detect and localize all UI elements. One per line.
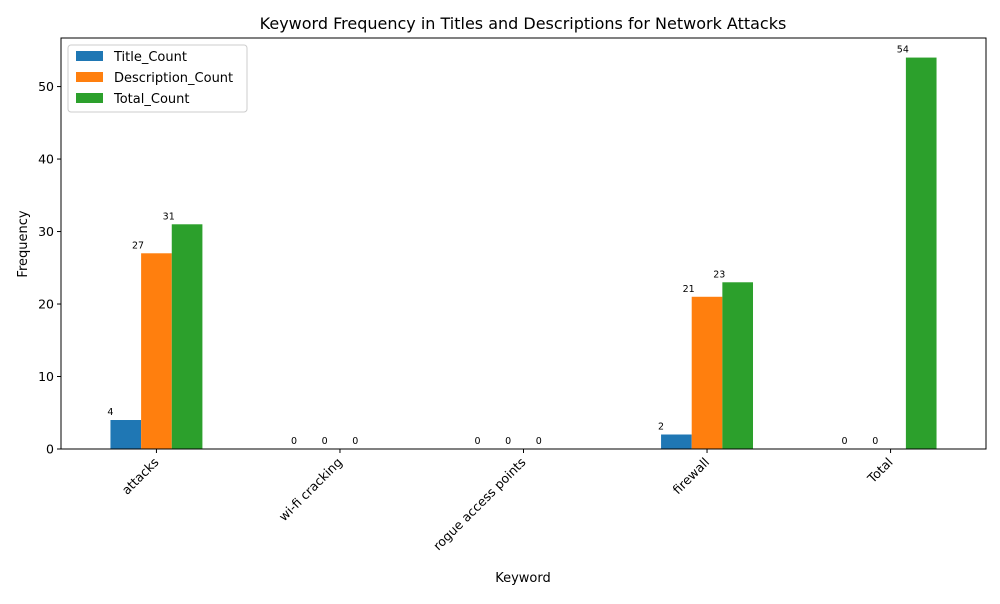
data-label: 0	[291, 436, 297, 447]
y-tick-label: 30	[38, 224, 54, 239]
y-tick-label: 40	[38, 152, 54, 167]
legend-swatch	[76, 72, 103, 82]
x-tick-label: wi-fi cracking	[276, 455, 345, 524]
legend-swatch	[76, 51, 103, 61]
x-tick-label: attacks	[119, 455, 162, 498]
data-label: 0	[322, 436, 328, 447]
chart-title: Keyword Frequency in Titles and Descript…	[260, 14, 787, 33]
data-label: 4	[107, 407, 113, 418]
plot-frame	[60, 37, 987, 450]
y-axis: 0 10 20 30 40 50	[38, 79, 61, 457]
data-label: 31	[163, 211, 175, 222]
x-axis-label: Keyword	[495, 571, 551, 586]
bars-group	[110, 57, 937, 449]
legend: Title_Count Description_Count Total_Count	[67, 44, 248, 113]
data-label: 54	[897, 45, 909, 56]
bar-title-count	[661, 434, 692, 449]
data-label: 21	[683, 284, 695, 295]
y-tick-label: 10	[38, 369, 54, 384]
y-tick-label: 0	[46, 442, 54, 457]
legend-box	[67, 44, 248, 113]
data-label: 2	[658, 422, 664, 433]
bar-title-count	[110, 420, 142, 449]
x-tick-label: firewall	[670, 455, 713, 498]
y-axis-label: Frequency	[16, 210, 31, 277]
data-label: 0	[505, 436, 511, 447]
data-label: 0	[474, 436, 480, 447]
bar-total-count	[905, 57, 937, 449]
bar-total-count	[171, 224, 203, 449]
legend-entry: Title_Count	[113, 50, 187, 65]
bar-description-count	[691, 296, 723, 449]
x-axis: attacks wi-fi cracking rogue access points…	[119, 449, 896, 553]
data-labels-group: 4 0 0 2 27 0 0 21 0 31 0 0 23 54 0	[107, 45, 908, 447]
data-label: 27	[132, 240, 144, 251]
data-label: 23	[713, 269, 725, 280]
y-tick-label: 20	[38, 297, 54, 312]
legend-entry: Description_Count	[114, 71, 233, 86]
legend-entry: Total_Count	[113, 92, 189, 107]
x-tick-label: Total	[864, 455, 896, 487]
data-label: 0	[872, 436, 878, 447]
data-label: 0	[536, 436, 542, 447]
data-label: 0	[842, 436, 848, 447]
bar-description-count	[141, 253, 172, 449]
y-tick-label: 50	[38, 79, 54, 94]
legend-swatch	[76, 93, 103, 103]
data-label: 0	[352, 436, 358, 447]
x-tick-label: rogue access points	[430, 455, 529, 554]
bar-total-count	[722, 282, 754, 449]
